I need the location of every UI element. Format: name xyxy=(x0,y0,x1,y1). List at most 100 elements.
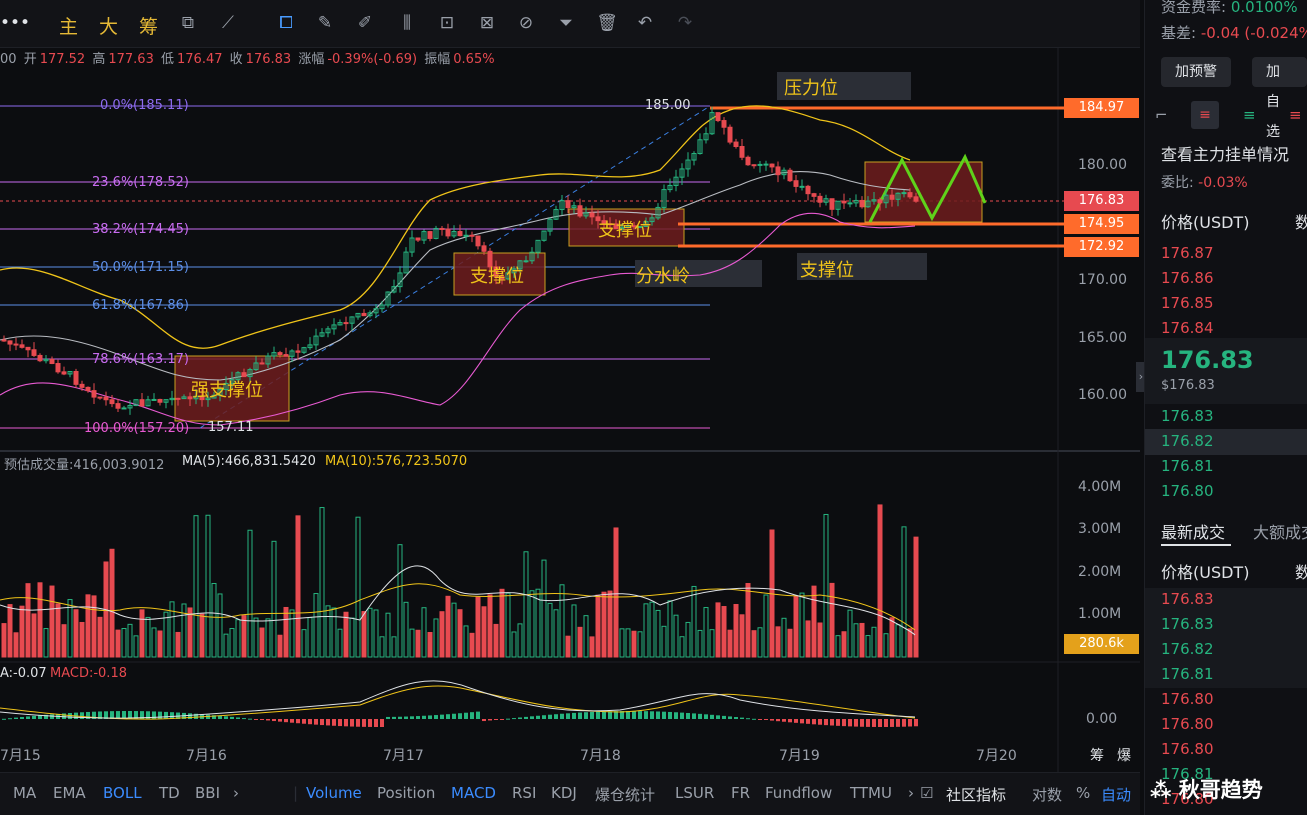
ind-volume[interactable]: Volume xyxy=(306,784,362,802)
volume-bar xyxy=(85,594,91,658)
trade-price: 176.82 xyxy=(1161,640,1214,658)
layout-icon[interactable]: ⌐ xyxy=(1155,106,1168,124)
tab-latest-trades[interactable]: 最新成交 xyxy=(1161,523,1226,542)
volume-bar xyxy=(787,628,793,658)
ask-price[interactable]: 176.85 xyxy=(1161,294,1214,312)
trash-icon[interactable]: 🗑 xyxy=(596,13,618,33)
edit-icon[interactable]: ⊠ xyxy=(479,13,495,33)
volume-bar xyxy=(175,631,181,658)
chart-canvas[interactable] xyxy=(0,0,1140,772)
macd-bar xyxy=(230,716,234,719)
draw-line-icon[interactable]: ⟋ xyxy=(222,13,234,33)
ind-ema[interactable]: EMA xyxy=(53,784,86,802)
chevron-right-icon[interactable]: › xyxy=(908,784,914,802)
col-qty-header: 数 xyxy=(1295,209,1307,233)
auto-scale-toggle[interactable]: 自动 xyxy=(1101,786,1132,804)
ask-price[interactable]: 176.86 xyxy=(1161,269,1214,287)
orderbook-asks-icon[interactable]: ≡ xyxy=(1289,106,1302,124)
ind-liquidation[interactable]: 爆仓统计 xyxy=(595,786,656,804)
ask-price[interactable]: 176.84 xyxy=(1161,319,1214,337)
tab-large-trades[interactable]: 大额成交 xyxy=(1253,523,1307,542)
volume-bar xyxy=(283,606,289,658)
copy-icon[interactable]: ⧠ xyxy=(279,13,293,33)
ind-bbi[interactable]: BBI xyxy=(195,784,221,802)
candle-body xyxy=(769,163,775,168)
candle-body xyxy=(127,404,133,409)
candles-icon[interactable]: ⫼ xyxy=(403,13,411,33)
panel-collapse-handle[interactable]: › xyxy=(1136,362,1146,392)
ind-fundflow[interactable]: Fundflow xyxy=(765,784,833,802)
magnet-icon[interactable]: ⊘ xyxy=(518,13,534,33)
ruler-icon[interactable]: ✎ xyxy=(317,13,333,33)
ind-kdj[interactable]: KDJ xyxy=(551,784,577,802)
ind-td[interactable]: TD xyxy=(159,784,180,802)
macd-bar xyxy=(398,716,402,719)
chevron-right-icon[interactable]: › xyxy=(233,784,239,802)
ind-ma[interactable]: MA xyxy=(13,784,37,802)
volume-bar xyxy=(67,599,73,658)
log-scale-toggle[interactable]: 对数 xyxy=(1032,786,1063,804)
redo-icon[interactable]: ↷ xyxy=(677,13,693,33)
candle-body xyxy=(799,185,805,188)
volume-bar xyxy=(445,595,451,658)
orderbook-title[interactable]: 查看主力挂单情况 xyxy=(1161,145,1290,164)
indicator-icon[interactable]: ⧉ xyxy=(181,13,195,33)
macd-bar xyxy=(656,711,660,719)
volume-bar xyxy=(523,551,529,658)
filter-icon[interactable]: ⏷ xyxy=(559,13,573,33)
chips-toggle[interactable]: 筹 xyxy=(1090,748,1104,764)
volume-bar xyxy=(409,628,415,658)
tool-chips[interactable]: 筹 xyxy=(139,16,159,38)
volume-bar xyxy=(403,601,409,658)
volume-bar xyxy=(187,607,193,658)
bid-price[interactable]: 176.82 xyxy=(1161,432,1214,450)
orderbook-both-icon[interactable]: ≡ xyxy=(1191,101,1219,129)
ind-lsur[interactable]: LSUR xyxy=(675,784,715,802)
volume-bar xyxy=(853,623,859,658)
ask-price[interactable]: 176.87 xyxy=(1161,244,1214,262)
bid-price[interactable]: 176.81 xyxy=(1161,457,1214,475)
candle-body xyxy=(709,112,715,135)
macd-bar xyxy=(716,715,720,719)
macd-bar xyxy=(698,713,702,719)
macd-bar xyxy=(782,719,786,722)
ind-fr[interactable]: FR xyxy=(731,784,751,802)
macd-bar xyxy=(242,718,246,720)
volume-bar xyxy=(571,604,577,658)
candle-body xyxy=(391,286,397,293)
add-alert-button[interactable]: 加预警 xyxy=(1161,57,1231,87)
volume-bar xyxy=(265,618,271,658)
macd-bar xyxy=(710,714,714,719)
lock-icon[interactable]: ⊡ xyxy=(439,13,455,33)
ind-position[interactable]: Position xyxy=(377,784,436,802)
undo-icon[interactable]: ↶ xyxy=(637,13,653,33)
low-marker: 157.11 xyxy=(208,420,254,435)
ind-macd[interactable]: MACD xyxy=(451,784,496,802)
edit-indicator-icon[interactable]: ☑ xyxy=(920,784,934,802)
orderbook-bids-icon[interactable]: ≡ xyxy=(1243,106,1256,124)
macd-bar xyxy=(818,719,822,725)
volume-bar xyxy=(49,585,55,658)
candle-body xyxy=(241,372,247,378)
community-indicators[interactable]: 社区指标 xyxy=(946,786,1007,804)
bid-price[interactable]: 176.80 xyxy=(1161,482,1214,500)
candle-body xyxy=(169,397,175,401)
volume-bar xyxy=(301,629,307,658)
pen-icon[interactable]: ✐ xyxy=(357,13,373,33)
bid-price[interactable]: 176.83 xyxy=(1161,407,1214,425)
tool-main[interactable]: 主 xyxy=(59,16,79,38)
macd-bar xyxy=(668,711,672,719)
volume-bar xyxy=(679,636,685,658)
macd-bar xyxy=(638,711,642,719)
volume-bar xyxy=(619,628,625,658)
ind-ttmu[interactable]: TTMU xyxy=(850,784,892,802)
liquidation-toggle[interactable]: 爆 xyxy=(1117,748,1131,764)
ind-rsi[interactable]: RSI xyxy=(512,784,537,802)
add-watchlist-button[interactable]: 加自选 xyxy=(1252,57,1307,140)
candle-body xyxy=(319,332,325,337)
percent-toggle[interactable]: % xyxy=(1076,784,1091,802)
tool-big[interactable]: 大 xyxy=(99,16,119,38)
macd-bar xyxy=(284,719,288,723)
ind-boll[interactable]: BOLL xyxy=(103,784,142,802)
change-label: 涨幅 xyxy=(298,52,325,67)
